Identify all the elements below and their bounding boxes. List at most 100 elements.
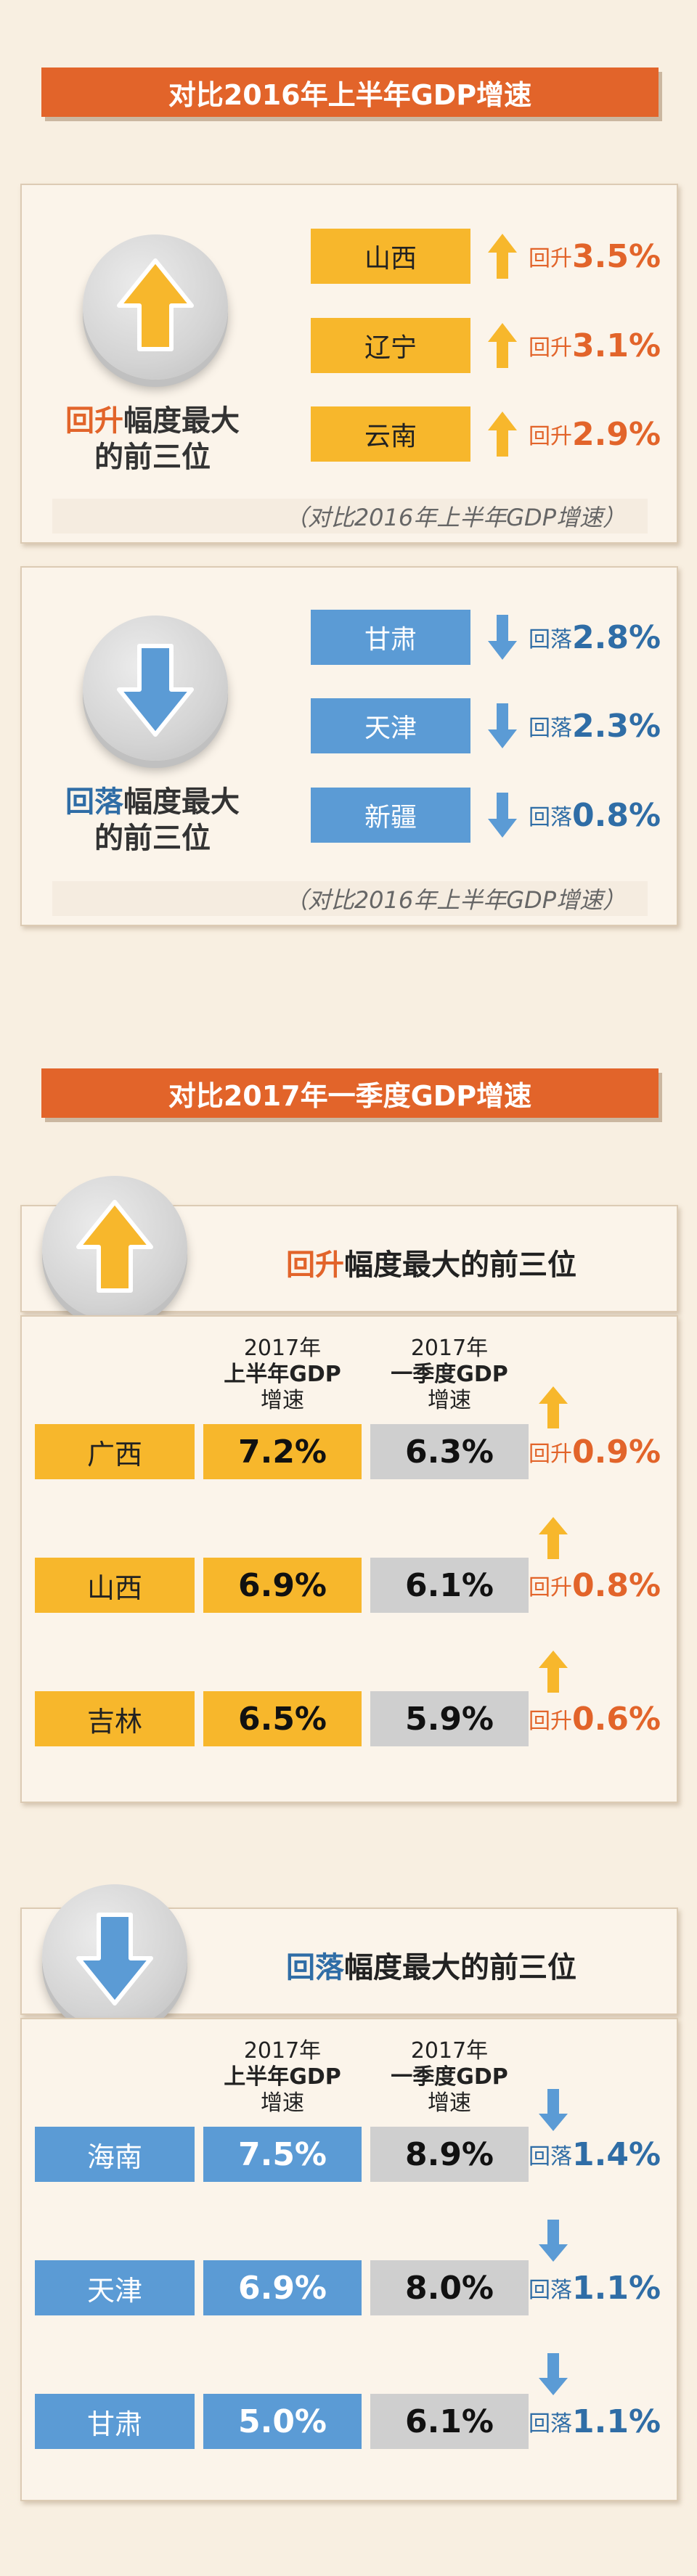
q1-value-cell: 6.3% — [370, 1424, 529, 1479]
change-item: 回升 0.6% — [529, 1691, 661, 1746]
col-header-line: 增速 — [261, 1388, 304, 1413]
column-header-q1: 2017年 一季度GDP 增速 — [370, 2038, 529, 2117]
rise-subtitle: 回升幅度最大的前三位 — [286, 1241, 576, 1283]
up-arrow-icon — [488, 412, 517, 457]
h1-value-cell: 7.5% — [203, 2127, 362, 2182]
col-header-line: 2017年 — [410, 2038, 489, 2064]
h1-value-cell: 5.0% — [203, 2394, 362, 2449]
col-header-line: 2017年 — [410, 1336, 489, 1361]
region-pill: 云南 — [311, 406, 470, 462]
change-label: 回升 — [529, 1575, 572, 1600]
region-pill: 甘肃 — [311, 610, 470, 665]
col-header-line: 2017年 — [243, 2038, 322, 2064]
change-label: 回落 — [529, 2144, 572, 2170]
comparison-note: （对比2016年上半年GDP增速） — [52, 881, 648, 916]
change-label: 回落 — [529, 805, 572, 830]
region-name: 新疆 — [364, 803, 417, 833]
fall-heading: 回落幅度最大 的前三位 — [44, 784, 261, 856]
change-label: 回落 — [529, 2411, 572, 2437]
change-item: 回升 3.1% — [486, 318, 661, 373]
h1-value-cell: 6.5% — [203, 1691, 362, 1746]
change-item: 回升 0.8% — [529, 1558, 661, 1613]
rise-card-2016: 回升幅度最大 的前三位 山西 回升 3.5% 辽宁 回升 3.1% 云南 回升 2.9… — [20, 184, 678, 544]
change-item: 回落 2.3% — [486, 698, 661, 753]
region-name: 山西 — [86, 1571, 142, 1604]
rise-heading-rest: 幅度最大 — [123, 404, 240, 438]
change-value: 0.8% — [572, 1566, 661, 1604]
col-header-line: 增速 — [428, 2090, 471, 2116]
change-item: 回升 3.5% — [486, 229, 661, 284]
column-header-h1: 2017年 上半年GDP 增速 — [203, 2038, 362, 2117]
change-value: 0.6% — [572, 1700, 661, 1738]
col-header-line: 上半年GDP — [224, 1362, 341, 1387]
down-arrow-icon — [488, 793, 517, 838]
rise-subtitle-rest: 幅度最大的前三位 — [344, 1248, 576, 1282]
col-header-line: 一季度GDP — [391, 1362, 508, 1387]
h1-value-cell: 6.9% — [203, 1558, 362, 1613]
region-pill: 天津 — [311, 698, 470, 753]
change-value: 3.5% — [572, 237, 661, 275]
fall-table-card-2017: 2017年 上半年GDP 增速 2017年 一季度GDP 增速 海南 7.5% … — [20, 2018, 678, 2501]
region-cell: 吉林 — [35, 1691, 195, 1746]
down-arrow-icon — [488, 703, 517, 748]
change-item: 回升 2.9% — [486, 406, 661, 462]
fall-subtitle: 回落幅度最大的前三位 — [286, 1944, 576, 1986]
change-value: 0.9% — [572, 1433, 661, 1471]
change-item: 回落 1.4% — [529, 2127, 661, 2182]
col-header-line: 2017年 — [243, 1336, 322, 1361]
region-name: 广西 — [86, 1438, 142, 1471]
up-arrow-icon — [537, 1649, 569, 1697]
region-cell: 天津 — [35, 2260, 195, 2315]
down-arrow-icon — [537, 2218, 569, 2266]
change-item: 回落 0.8% — [486, 788, 661, 843]
change-value: 2.8% — [572, 618, 661, 656]
rise-subtitle-key: 回升 — [286, 1248, 344, 1282]
fall-heading-line2: 的前三位 — [94, 822, 211, 855]
fall-card-2016: 回落幅度最大 的前三位 甘肃 回落 2.8% 天津 回落 2.3% 新疆 回落 0.8… — [20, 566, 678, 926]
fall-circle-badge-2017 — [42, 1884, 187, 2029]
rise-heading-key: 回升 — [65, 404, 123, 438]
region-name: 云南 — [364, 422, 417, 451]
up-arrow-icon — [117, 258, 194, 351]
up-arrow-icon — [537, 1385, 569, 1433]
h1-value-cell: 6.9% — [203, 2260, 362, 2315]
change-value: 2.3% — [572, 707, 661, 745]
section1-title-banner: 对比2016年上半年GDP增速 — [41, 68, 659, 117]
fall-subtitle-key: 回落 — [286, 1951, 344, 1984]
region-name: 甘肃 — [86, 2408, 142, 2440]
change-label: 回升 — [529, 1709, 572, 1734]
rise-heading: 回升幅度最大 的前三位 — [44, 403, 261, 475]
change-label: 回落 — [529, 2278, 572, 2303]
region-name: 天津 — [86, 2274, 142, 2307]
region-cell: 甘肃 — [35, 2394, 195, 2449]
col-header-line: 一季度GDP — [391, 2064, 508, 2090]
section1-title: 对比2016年上半年GDP增速 — [168, 78, 532, 111]
change-value: 1.1% — [572, 2403, 661, 2440]
fall-heading-key: 回落 — [65, 785, 123, 819]
h1-value-cell: 7.2% — [203, 1424, 362, 1479]
change-item: 回落 2.8% — [486, 610, 661, 665]
q1-value-cell: 6.1% — [370, 2394, 529, 2449]
region-name: 辽宁 — [364, 333, 417, 363]
rise-circle-badge-2017 — [42, 1176, 187, 1321]
change-label: 回升 — [529, 335, 572, 361]
region-pill: 山西 — [311, 229, 470, 284]
up-arrow-icon — [488, 323, 517, 368]
region-cell: 山西 — [35, 1558, 195, 1613]
change-value: 1.1% — [572, 2269, 661, 2307]
region-cell: 广西 — [35, 1424, 195, 1479]
rise-circle-badge — [83, 234, 228, 380]
fall-circle-badge — [83, 616, 228, 761]
col-header-line: 增速 — [261, 2090, 304, 2116]
column-header-h1: 2017年 上半年GDP 增速 — [203, 1336, 362, 1414]
fall-subtitle-rest: 幅度最大的前三位 — [344, 1951, 576, 1984]
change-label: 回升 — [529, 246, 572, 271]
change-label: 回落 — [529, 627, 572, 653]
change-item: 回升 0.9% — [529, 1424, 661, 1479]
change-label: 回升 — [529, 424, 572, 449]
change-value: 1.4% — [572, 2135, 661, 2173]
section2-title: 对比2017年一季度GDP增速 — [168, 1079, 532, 1112]
region-cell: 海南 — [35, 2127, 195, 2182]
section2-title-banner: 对比2017年一季度GDP增速 — [41, 1068, 659, 1118]
region-name: 天津 — [364, 713, 417, 743]
